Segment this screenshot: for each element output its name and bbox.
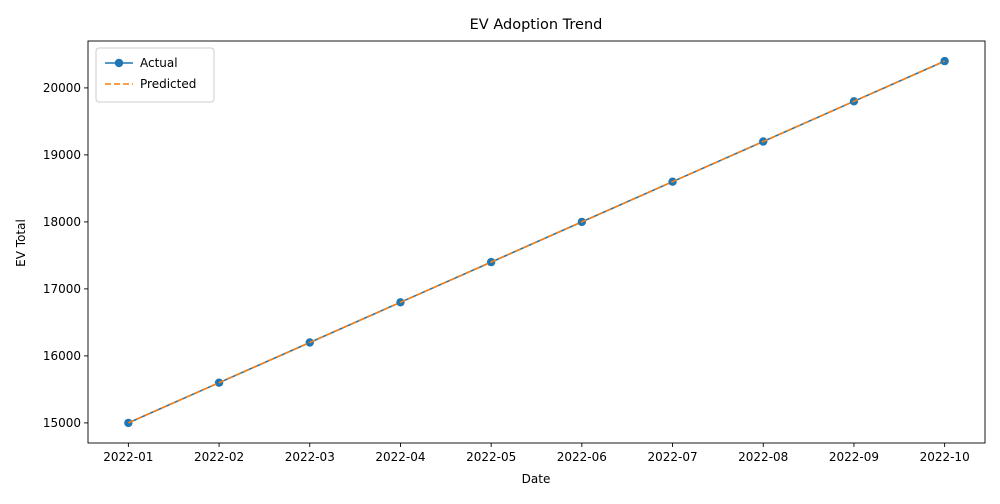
y-tick-label: 18000 — [43, 215, 81, 229]
series-line-predicted — [128, 60, 945, 424]
x-tick-label: 2022-07 — [647, 450, 697, 464]
legend-box — [95, 47, 215, 103]
x-tick-label: 2022-05 — [466, 450, 516, 464]
x-tick-label: 2022-08 — [738, 450, 788, 464]
plot-area: 2022-01 2022-02 2022-03 2022-04 2022-05 2022-… — [43, 40, 986, 464]
y-tick-label: 16000 — [43, 349, 81, 363]
chart-title: EV Adoption Trend — [470, 17, 603, 33]
legend-label: Predicted — [140, 77, 196, 91]
x-axis-label: Date — [522, 472, 551, 486]
y-tick-label: 15000 — [43, 416, 81, 430]
x-tick-label: 2022-10 — [920, 450, 970, 464]
x-tick-label: 2022-03 — [285, 450, 335, 464]
y-tick-label: 17000 — [43, 282, 81, 296]
legend: Actual Predicted — [95, 47, 215, 103]
plot-frame — [87, 40, 986, 444]
x-tick-label: 2022-06 — [557, 450, 607, 464]
y-tick-label: 20000 — [43, 81, 81, 95]
legend-label: Actual — [140, 56, 178, 70]
x-tick-label: 2022-02 — [194, 450, 244, 464]
x-tick-label: 2022-01 — [103, 450, 153, 464]
legend-swatch-marker — [114, 58, 124, 68]
y-tick-label: 19000 — [43, 148, 81, 162]
y-axis-label: EV Total — [14, 219, 28, 267]
x-tick-label: 2022-09 — [829, 450, 879, 464]
x-tick-label: 2022-04 — [375, 450, 425, 464]
